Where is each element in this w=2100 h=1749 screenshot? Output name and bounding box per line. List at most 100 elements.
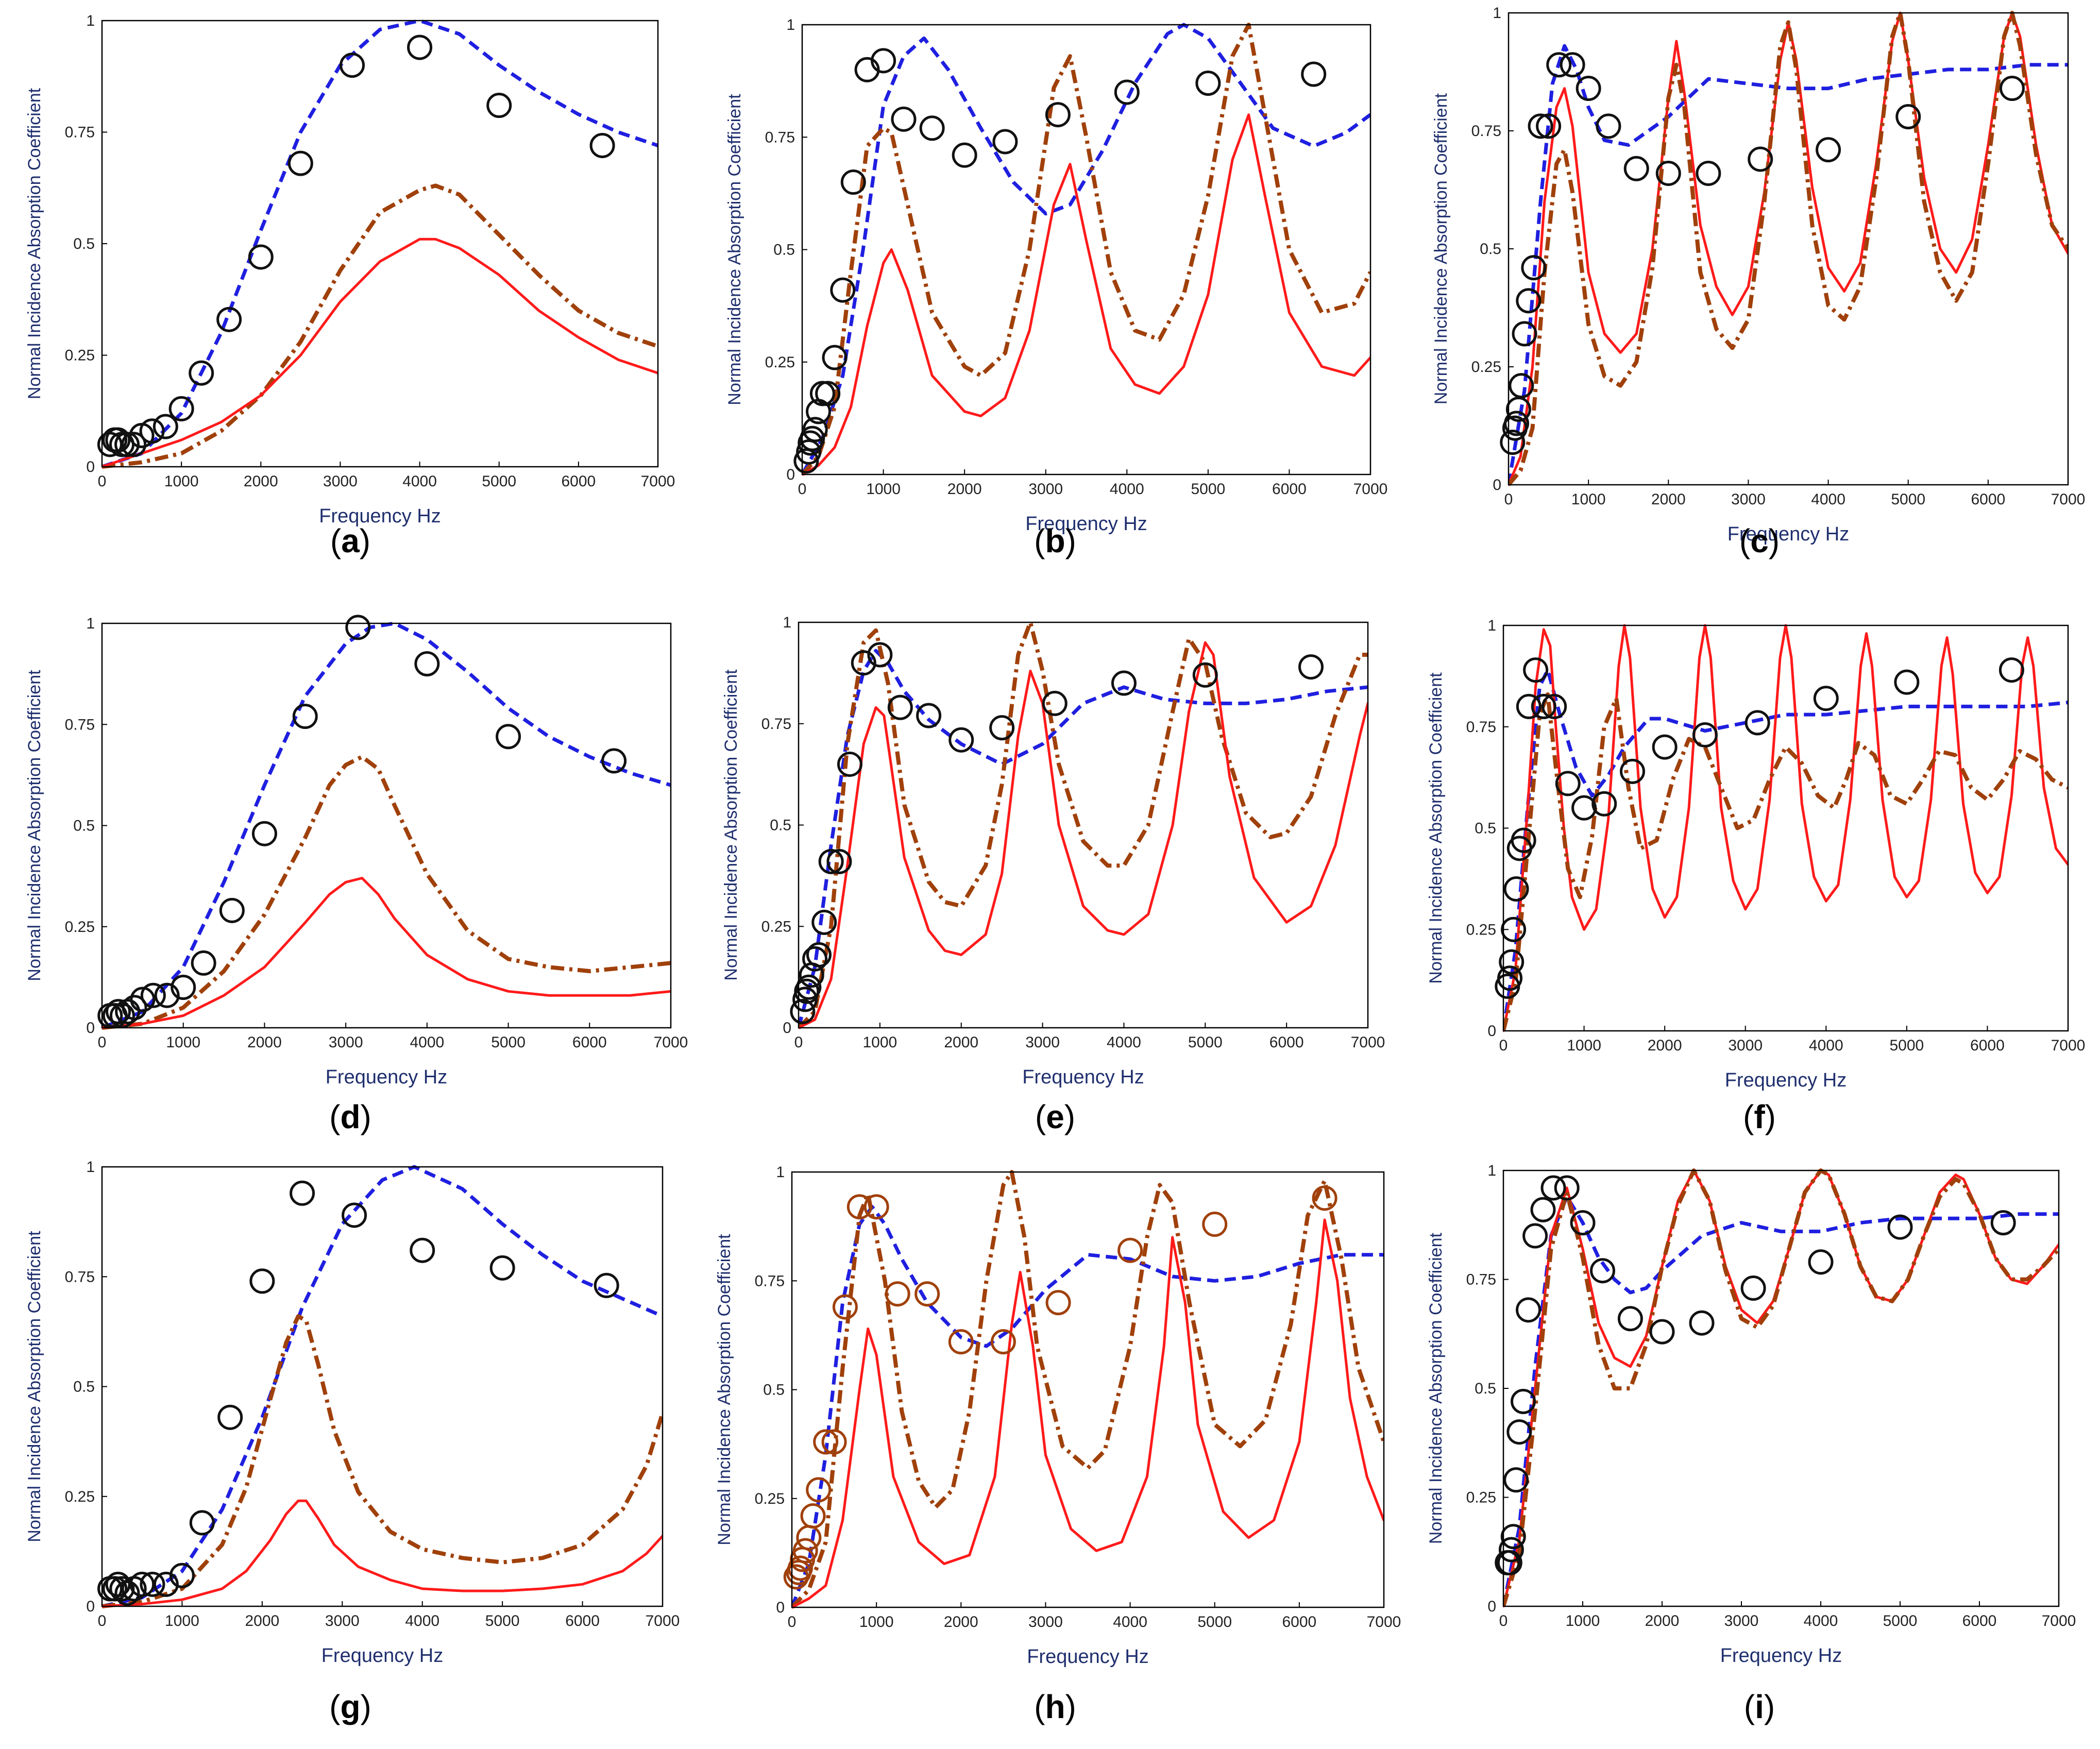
x-tick-label: 4000	[402, 473, 437, 490]
measured-point	[1623, 156, 1649, 181]
series-line-brown-dashdot	[102, 755, 671, 1030]
measured-point	[139, 418, 165, 444]
measured-point	[589, 132, 615, 158]
measured-point	[601, 748, 627, 774]
measured-point	[790, 999, 816, 1025]
measured-point	[800, 1503, 826, 1529]
measured-point	[815, 381, 841, 406]
plot-frame	[101, 20, 659, 468]
measured-point	[1111, 670, 1137, 696]
series-line-red-solid	[799, 641, 1368, 1029]
measured-point	[102, 1576, 128, 1602]
measured-point	[1540, 1175, 1566, 1201]
measured-point	[1522, 1223, 1548, 1249]
measured-point	[496, 724, 521, 750]
x-tick-label: 0	[1499, 1037, 1508, 1054]
measured-point	[796, 439, 822, 465]
x-tick-label: 6000	[572, 1034, 607, 1051]
y-tick-label: 0.5	[1480, 241, 1501, 258]
series-line-blue-dashed	[792, 1205, 1384, 1608]
measured-point	[140, 1571, 165, 1597]
series-line-brown-dashdot	[1509, 11, 2068, 486]
measured-point	[1990, 1210, 2016, 1236]
measured-point	[153, 1571, 179, 1597]
panel-label: (a)	[330, 522, 370, 559]
series-line-brown-dashdot	[102, 183, 658, 469]
x-tick-label: 2000	[245, 1612, 279, 1629]
measured-point	[1528, 113, 1553, 139]
x-tick-label: 0	[98, 1034, 107, 1051]
measured-point	[802, 417, 828, 443]
chart-panel-c: 0 1000 2000 3000 4000 5000 6000 7000 0 0.25 0.5 0.7…	[1431, 5, 2085, 559]
y-tick-label: 0.5	[763, 1382, 785, 1399]
measured-point	[1530, 1197, 1556, 1222]
measured-point	[1117, 1237, 1143, 1263]
measured-point	[1509, 373, 1534, 399]
measured-point	[249, 1268, 275, 1294]
measured-point	[1045, 102, 1071, 128]
x-tick-label: 7000	[646, 1612, 680, 1629]
measured-point	[1042, 690, 1068, 716]
measured-point	[1516, 693, 1542, 719]
measured-point	[1689, 1310, 1715, 1336]
x-tick-label: 4000	[410, 1034, 444, 1051]
x-tick-label: 2000	[1648, 1037, 1682, 1054]
measured-point	[130, 987, 156, 1012]
x-tick-label: 3000	[1028, 1614, 1063, 1631]
plot-frame	[1502, 1169, 2060, 1607]
measured-point	[821, 1429, 847, 1455]
x-tick-label: 7000	[2042, 1612, 2076, 1629]
measured-point	[1591, 791, 1617, 817]
measured-point	[851, 650, 876, 676]
y-tick-label: 0.5	[1475, 820, 1496, 837]
panel-label: (g)	[329, 1688, 371, 1725]
series-line-blue-dashed	[802, 23, 1370, 476]
measured-point	[1523, 657, 1549, 683]
x-tick-label: 3000	[1728, 1037, 1763, 1054]
measured-point	[806, 942, 832, 967]
measured-point	[806, 1477, 832, 1503]
y-tick-label: 1	[786, 16, 795, 33]
measured-point	[168, 396, 194, 421]
y-axis-label: Normal Incidence Absorption Coefficient	[25, 670, 44, 981]
x-tick-label: 3000	[329, 1034, 363, 1051]
y-tick-label: 1	[1487, 1162, 1496, 1179]
x-tick-label: 0	[98, 473, 107, 490]
x-tick-label: 6000	[1282, 1614, 1316, 1631]
plot-frame	[798, 621, 1369, 1029]
x-axis-label: Frequency Hz	[1720, 1645, 1842, 1667]
x-tick-label: 2000	[247, 1034, 282, 1051]
measured-point	[292, 704, 318, 729]
panel-label: (d)	[329, 1098, 371, 1135]
y-tick-label: 0	[86, 1020, 95, 1037]
x-axis-label: Frequency Hz	[1728, 523, 1850, 545]
measured-point	[1542, 693, 1567, 719]
x-tick-label: 0	[98, 1612, 107, 1629]
x-tick-label: 4000	[405, 1612, 439, 1629]
measured-point	[1813, 686, 1839, 711]
y-tick-label: 1	[86, 12, 95, 29]
series-line-brown-dashdot	[1503, 692, 2068, 1031]
series-line-blue-dashed	[1503, 1195, 2059, 1607]
measured-point	[1195, 70, 1221, 96]
x-tick-label: 1000	[859, 1614, 894, 1631]
measured-point	[1999, 76, 2025, 101]
x-tick-label: 0	[798, 481, 807, 498]
measured-point	[793, 448, 819, 474]
measured-point	[1045, 1290, 1071, 1315]
x-tick-label: 4000	[1809, 1037, 1843, 1054]
measured-point	[1512, 321, 1537, 347]
x-axis-label: Frequency Hz	[326, 1066, 448, 1088]
measured-point	[1192, 662, 1218, 688]
measured-point	[1745, 710, 1770, 736]
x-tick-label: 0	[794, 1034, 803, 1051]
measured-point	[992, 129, 1018, 155]
x-tick-label: 2000	[244, 473, 278, 490]
x-tick-label: 2000	[944, 1034, 978, 1051]
measured-point	[1521, 255, 1547, 281]
series-line-blue-dashed	[102, 19, 658, 469]
y-tick-label: 0.5	[770, 817, 791, 834]
measured-point	[840, 169, 866, 195]
x-tick-label: 5000	[1188, 1034, 1223, 1051]
series-line-brown-dashdot	[102, 1314, 663, 1608]
